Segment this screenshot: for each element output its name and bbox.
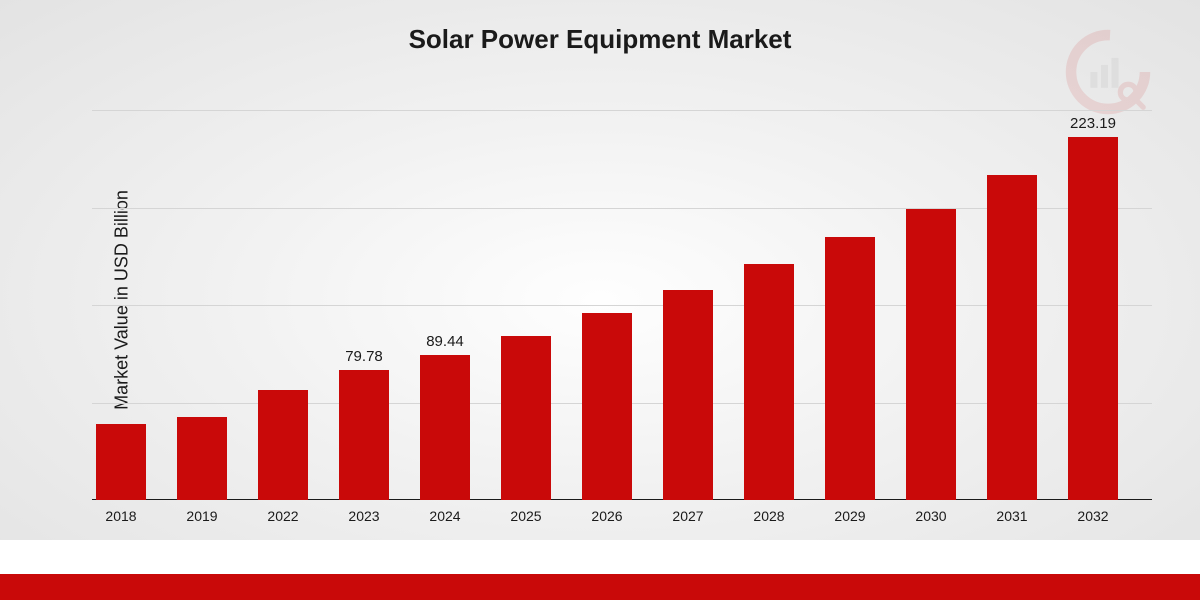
bar-2029 xyxy=(825,237,875,500)
bar-2028 xyxy=(744,264,794,500)
footer-white-stripe xyxy=(0,540,1200,574)
bar-2025 xyxy=(501,336,551,500)
bar-value-label: 223.19 xyxy=(1068,115,1118,132)
chart-plot-area: 79.78 89.44 223.19 xyxy=(92,110,1152,500)
bar-2030 xyxy=(906,209,956,500)
xtick-2019: 2019 xyxy=(162,508,242,524)
bar-value-label: 89.44 xyxy=(420,333,470,350)
brand-logo-icon xyxy=(1064,28,1152,116)
bar-2027 xyxy=(663,290,713,500)
bar-2024: 89.44 xyxy=(420,355,470,500)
bar-value-label: 79.78 xyxy=(339,348,389,365)
xtick-2031: 2031 xyxy=(972,508,1052,524)
xtick-2032: 2032 xyxy=(1053,508,1133,524)
bar-2019 xyxy=(177,417,227,500)
bar-2022 xyxy=(258,390,308,501)
gridline xyxy=(92,110,1152,111)
bar-2032: 223.19 xyxy=(1068,137,1118,500)
bar-2023: 79.78 xyxy=(339,370,389,500)
xtick-2028: 2028 xyxy=(729,508,809,524)
xtick-2022: 2022 xyxy=(243,508,323,524)
bar-2026 xyxy=(582,313,632,500)
xtick-2029: 2029 xyxy=(810,508,890,524)
footer-red-stripe xyxy=(0,574,1200,600)
chart-title: Solar Power Equipment Market xyxy=(0,24,1200,55)
xtick-2030: 2030 xyxy=(891,508,971,524)
xtick-2027: 2027 xyxy=(648,508,728,524)
xtick-2026: 2026 xyxy=(567,508,647,524)
xtick-2023: 2023 xyxy=(324,508,404,524)
xtick-2024: 2024 xyxy=(405,508,485,524)
bar-2031 xyxy=(987,175,1037,500)
xtick-2018: 2018 xyxy=(81,508,161,524)
bar-2018 xyxy=(96,424,146,500)
xtick-2025: 2025 xyxy=(486,508,566,524)
